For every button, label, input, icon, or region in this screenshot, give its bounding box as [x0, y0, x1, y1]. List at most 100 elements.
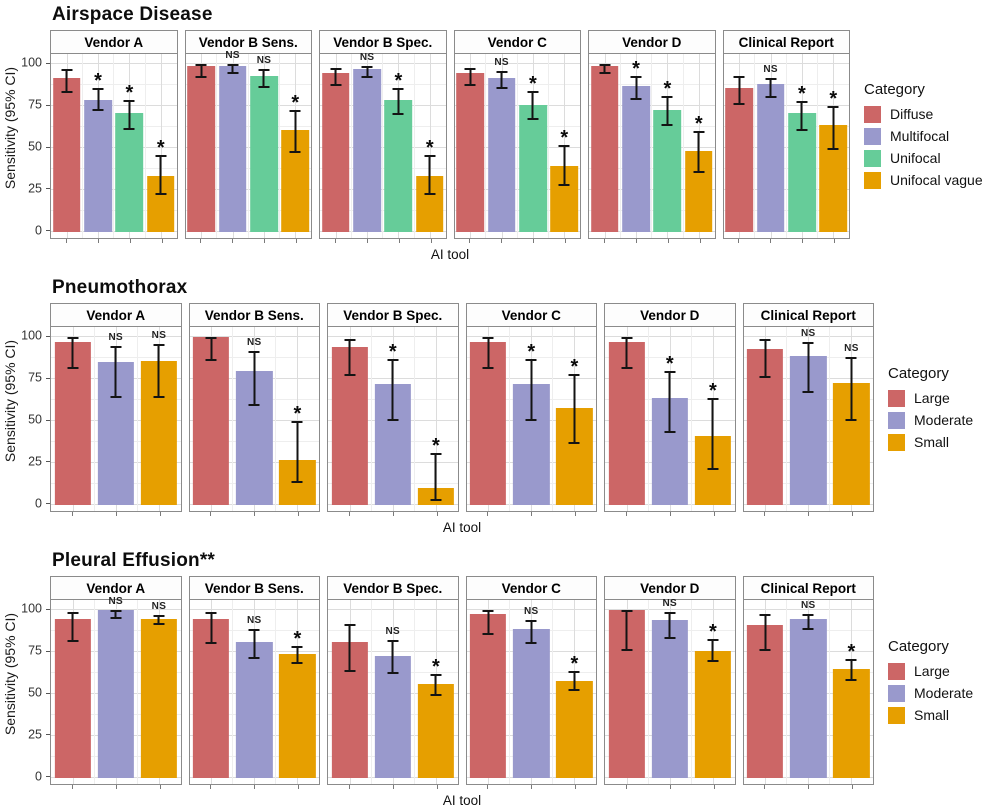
x-tick-mark [764, 785, 766, 789]
bar-diffuse [456, 72, 484, 232]
row-title: Airspace Disease [52, 4, 213, 25]
plot-panel: NS * [604, 599, 736, 785]
bar-slot [744, 327, 787, 511]
y-tick-label: 50 [28, 139, 42, 154]
significance-ns-label: NS [108, 331, 123, 343]
x-axis-label-row: AI tool [50, 792, 874, 806]
facet-header: Vendor B Sens. [184, 30, 312, 54]
significance-star-label: * [394, 69, 403, 92]
x-tick-mark [254, 785, 256, 789]
legend-swatch [864, 105, 881, 123]
bar-slot: * [144, 54, 176, 238]
x-tick-mark [738, 239, 740, 243]
bar-slot: * [413, 327, 457, 511]
legend-label: Large [914, 390, 950, 406]
bar-slot: * [552, 327, 596, 511]
x-axis-ticks [50, 785, 182, 790]
facet-panel: Vendor B Sens. NS * [188, 576, 320, 790]
plot-panel: * * * [588, 53, 716, 239]
facet-grid: Vendor A NS NS Vendor B Sens. NS * Vendor … [50, 576, 874, 790]
facet-header: Vendor D [588, 30, 716, 54]
gridline-major-vertical [429, 54, 431, 238]
bar-slot [589, 54, 620, 238]
bar-slot [724, 54, 755, 238]
x-tick-mark [764, 512, 766, 516]
bar-slot [328, 600, 371, 784]
significance-ns-label: NS [494, 57, 509, 69]
error-bar [387, 359, 399, 422]
legend-swatch [864, 127, 881, 145]
x-tick-mark [348, 785, 350, 789]
bar-slot [605, 327, 648, 511]
legend-swatch [888, 389, 905, 407]
error-bar [664, 370, 676, 433]
error-bar [802, 613, 814, 631]
bar-slot: * [113, 54, 145, 238]
plot-panel: NS NS * [184, 50, 312, 239]
bar-diffuse [187, 66, 215, 232]
facet-panel: Vendor C NS * [465, 576, 597, 790]
y-axis-title: Sensitivity (95% CI) [2, 613, 18, 736]
bar-slot: NS [786, 327, 830, 511]
error-bar [827, 106, 839, 150]
facet-header: Vendor B Sens. [188, 303, 320, 327]
legend-item: Large [888, 662, 1000, 680]
x-tick-mark [392, 785, 394, 789]
significance-ns-label: NS [225, 50, 240, 62]
error-bar [661, 96, 673, 127]
x-tick-mark [487, 512, 489, 516]
facet-header-label: Vendor B Spec. [333, 34, 433, 50]
facet-header: Vendor C [465, 303, 597, 327]
legend: Category Large Moderate Small [874, 303, 1000, 517]
legend: Category Diffuse Multifocal Unifocal Uni… [850, 30, 1000, 244]
error-bar [248, 350, 260, 406]
x-axis-title: AI tool [442, 793, 482, 806]
bar-multifocal [84, 99, 112, 232]
legend-item: Moderate [888, 684, 1000, 702]
x-tick-mark [298, 785, 300, 789]
gridline-minor-vertical [817, 54, 819, 238]
x-tick-mark [161, 239, 163, 243]
significance-star-label: * [570, 356, 579, 379]
legend-swatch [864, 171, 881, 189]
bar-slot [186, 54, 217, 238]
error-bar [67, 337, 79, 370]
y-tick-mark [46, 503, 50, 505]
error-bar [61, 69, 73, 93]
facet-panel: Vendor A * * * [50, 30, 178, 244]
legend-title: Category [888, 364, 949, 382]
facet-grid: Vendor A NS NS Vendor B Sens. NS * Vendor … [50, 303, 874, 517]
error-bar [205, 612, 217, 644]
significance-star-label: * [425, 136, 434, 159]
error-bar [361, 66, 373, 78]
x-tick-mark [115, 512, 117, 516]
gridline-major-vertical [160, 54, 162, 238]
error-bar [153, 344, 165, 398]
legend-item: Unifocal vague [864, 171, 1000, 189]
y-tick-mark [46, 146, 50, 148]
y-tick-label: 0 [35, 496, 42, 511]
bar-slot: NS [370, 600, 414, 784]
bar-slot: * [817, 54, 849, 238]
significance-star-label: * [663, 78, 672, 101]
bar-unifocal [788, 112, 816, 232]
bar-unifocal [384, 99, 413, 232]
legend-item: Unifocal [864, 149, 1000, 167]
x-tick-mark [469, 239, 471, 243]
bar-slot [605, 600, 648, 784]
bar-moderate [374, 655, 411, 778]
error-bar [227, 64, 239, 75]
gridline-minor-vertical [690, 600, 692, 784]
gridline-minor-vertical [232, 600, 234, 784]
error-bar [430, 673, 442, 696]
error-bar [424, 154, 436, 195]
error-bar [330, 67, 342, 87]
facet-header-label: Vendor A [84, 34, 144, 50]
bar-slot: * [651, 54, 683, 238]
error-bar [525, 359, 537, 422]
facet-panel: Vendor D * * [604, 303, 736, 517]
facet-header: Vendor A [50, 576, 182, 600]
bar-unifocal [115, 112, 144, 232]
bar-slot: NS [232, 327, 276, 511]
error-bar [289, 109, 301, 154]
